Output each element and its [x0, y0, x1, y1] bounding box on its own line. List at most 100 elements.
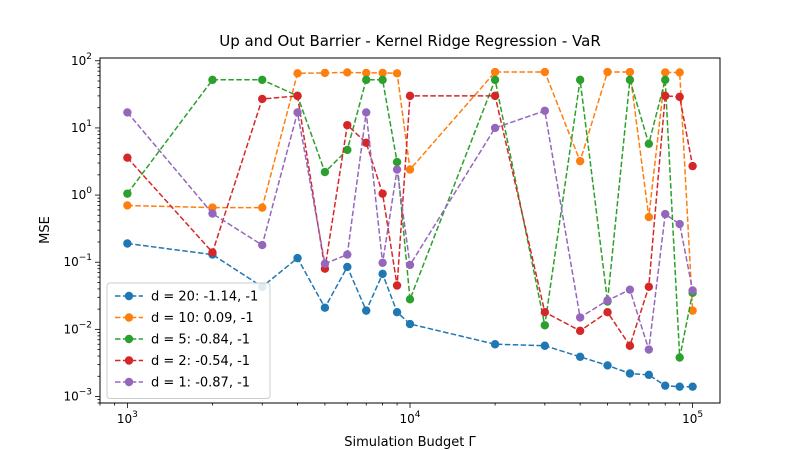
x-tick-exponent: 3 [132, 410, 138, 420]
data-point [362, 75, 371, 85]
data-point [378, 258, 387, 267]
data-point [343, 145, 352, 155]
data-point [540, 106, 550, 115]
data-point [405, 165, 415, 174]
data-point [661, 209, 670, 219]
data-point [258, 75, 267, 85]
data-point [293, 253, 302, 263]
legend-item: d = 2: -0.54, -1 [115, 354, 250, 369]
data-point [362, 138, 371, 148]
data-point [603, 361, 612, 370]
data-point [490, 91, 500, 101]
data-point [688, 306, 697, 315]
data-point [675, 219, 684, 229]
x-tick-base: 10 [682, 412, 697, 426]
legend: d = 20: -1.14, -1 d = 10: 0.09, -1 d = 5: … [106, 282, 271, 399]
data-point [378, 189, 387, 198]
data-point [625, 369, 635, 378]
data-point [123, 189, 132, 198]
data-point [644, 282, 654, 292]
y-axis-label: MSE [38, 216, 53, 244]
legend-marker [124, 313, 134, 322]
y-tick-label: 10−2 [63, 320, 92, 336]
data-point [343, 120, 352, 130]
data-point [575, 156, 585, 166]
y-tick-label: 101 [71, 119, 92, 135]
legend-item: d = 10: 0.09, -1 [115, 311, 254, 326]
data-point [675, 353, 684, 362]
data-point [603, 67, 612, 77]
y-tick-label: 102 [71, 52, 92, 68]
data-point [625, 75, 635, 85]
data-point [625, 341, 635, 350]
data-point [575, 75, 585, 85]
data-point [362, 306, 371, 315]
legend-label: d = 20: -1.14, -1 [151, 290, 258, 305]
data-point [123, 153, 132, 162]
data-point [540, 67, 550, 77]
data-point [293, 69, 302, 78]
data-point [405, 319, 415, 329]
legend-box [106, 282, 271, 399]
legend-marker [124, 291, 134, 301]
y-tick-exponent: −2 [79, 320, 92, 330]
data-point [688, 382, 697, 391]
data-point [362, 108, 371, 117]
legend-item: d = 1: -0.87, -1 [115, 376, 250, 391]
data-point [258, 203, 267, 212]
y-tick-base: 10 [71, 121, 86, 135]
data-point [540, 321, 550, 330]
legend-label: d = 1: -0.87, -1 [151, 376, 250, 391]
data-point [405, 295, 415, 304]
data-point [123, 239, 132, 248]
data-point [208, 75, 217, 85]
y-tick-exponent: −1 [79, 253, 92, 263]
data-point [675, 382, 684, 391]
data-point [405, 260, 415, 270]
data-point [644, 370, 654, 380]
data-point [644, 345, 654, 354]
data-point [362, 68, 371, 78]
data-point [575, 326, 585, 336]
data-point [603, 296, 612, 305]
data-point [378, 75, 387, 85]
legend-label: d = 10: 0.09, -1 [151, 311, 254, 326]
data-point [540, 341, 550, 350]
data-point [258, 94, 267, 104]
series-4 [123, 91, 697, 350]
data-point [208, 203, 217, 212]
y-tick-exponent: 1 [86, 119, 92, 129]
data-point [490, 75, 500, 85]
x-axis-label: Simulation Budget Γ [344, 435, 476, 450]
data-point [392, 69, 402, 78]
data-point [378, 68, 387, 78]
data-point [343, 250, 352, 259]
y-tick-label: 10−3 [63, 387, 92, 403]
data-point [661, 91, 670, 101]
data-point [644, 212, 654, 222]
data-point [540, 308, 550, 317]
x-tick-base: 10 [399, 412, 414, 426]
data-point [320, 303, 330, 312]
chart-title: Up and Out Barrier - Kernel Ridge Regres… [219, 32, 601, 50]
data-point [392, 281, 402, 290]
data-point [123, 108, 132, 117]
data-point [343, 68, 352, 77]
data-point [644, 139, 654, 149]
x-tick-exponent: 4 [415, 410, 421, 420]
series-2 [123, 67, 697, 315]
data-point [575, 313, 585, 322]
legend-item: d = 20: -1.14, -1 [115, 290, 258, 305]
data-point [575, 352, 585, 362]
data-point [490, 340, 500, 349]
data-point [675, 68, 684, 77]
series-1 [123, 239, 697, 391]
data-point [293, 108, 302, 117]
series-line [127, 71, 694, 311]
y-tick-base: 10 [63, 255, 78, 269]
y-tick-exponent: 0 [86, 186, 92, 196]
data-point [208, 248, 217, 257]
legend-marker [124, 334, 134, 344]
